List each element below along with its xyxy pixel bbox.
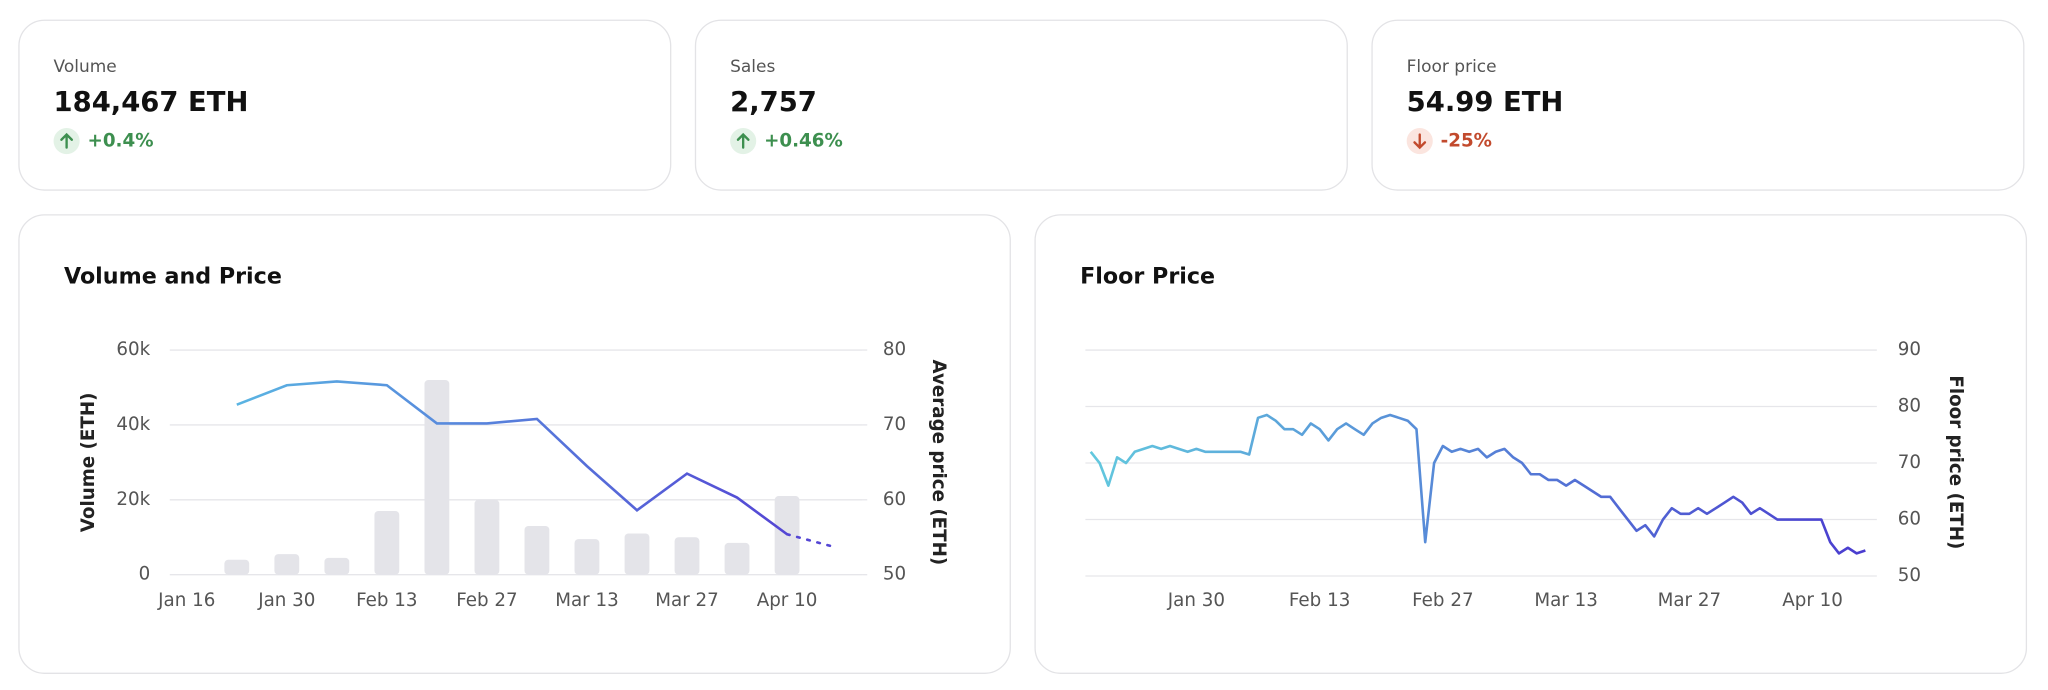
floor-price-line <box>1089 413 1866 555</box>
y-axis-title: Volume (ETH) <box>78 393 99 533</box>
x-tick-label: Jan 30 <box>257 590 315 611</box>
chart-title: Volume and Price <box>64 263 282 289</box>
bar <box>224 559 250 575</box>
arrow-icon <box>60 132 74 149</box>
arrow <box>60 132 74 149</box>
stat-change: +0.46% <box>730 127 843 155</box>
price-line-projection <box>785 532 839 550</box>
stat-card: Floor price 54.99 ETH -25% <box>1371 19 2025 191</box>
x-tick-label: Mar 13 <box>1534 590 1598 611</box>
arrow-icon <box>736 132 750 149</box>
stat-change: -25% <box>1406 127 1492 155</box>
stat-value: 54.99 ETH <box>1406 86 1564 118</box>
change-value: -25% <box>1440 130 1492 152</box>
y2-tick-label: 70 <box>883 414 906 435</box>
price-line <box>236 380 788 536</box>
change-icon <box>1406 127 1433 155</box>
y2-axis-title: Floor price (ETH) <box>1945 375 1966 549</box>
arrow-icon <box>1413 133 1427 150</box>
y2-tick-label: 50 <box>883 564 906 585</box>
bar <box>574 539 600 575</box>
y-tick-label: 20k <box>116 489 150 510</box>
x-tick-label: Apr 10 <box>1782 590 1843 611</box>
chart-title: Floor Price <box>1080 263 1215 289</box>
y2-tick-label: 50 <box>1898 565 1921 586</box>
y-tick-label: 40k <box>116 414 150 435</box>
y2-tick-label: 80 <box>883 339 906 360</box>
stat-value: 2,757 <box>730 86 817 118</box>
stat-change: +0.4% <box>53 127 154 155</box>
chart-panel <box>1034 214 2028 674</box>
chart-panel <box>18 214 1011 674</box>
bar <box>624 533 650 575</box>
bar <box>324 557 350 575</box>
bar <box>374 511 400 575</box>
bar <box>724 542 750 575</box>
bar <box>474 499 500 575</box>
stat-card: Sales 2,757 +0.46% <box>694 19 1348 191</box>
y2-tick-label: 60 <box>1898 509 1921 530</box>
x-tick-label: Mar 27 <box>1658 590 1722 611</box>
change-icon <box>53 127 80 155</box>
change-icon <box>730 127 757 155</box>
bar <box>524 526 550 575</box>
stat-card: Volume 184,467 ETH +0.4% <box>18 19 672 191</box>
bar <box>424 379 450 575</box>
bar <box>674 537 700 575</box>
arrow <box>1413 133 1427 150</box>
y2-tick-label: 90 <box>1898 339 1921 360</box>
stat-value: 184,467 ETH <box>53 86 249 118</box>
y2-tick-label: 60 <box>883 489 906 510</box>
change-value: +0.4% <box>87 130 154 152</box>
x-tick-label: Mar 13 <box>555 590 619 611</box>
y-tick-label: 0 <box>139 564 151 585</box>
x-tick-label: Apr 10 <box>757 590 818 611</box>
y2-tick-label: 70 <box>1898 452 1921 473</box>
y2-axis-title: Average price (ETH) <box>928 359 949 565</box>
x-tick-label: Jan 16 <box>157 590 215 611</box>
x-tick-label: Feb 27 <box>1412 590 1473 611</box>
y2-tick-label: 80 <box>1898 396 1921 417</box>
bar <box>274 554 300 575</box>
x-tick-label: Jan 30 <box>1167 590 1225 611</box>
change-value: +0.46% <box>764 130 843 152</box>
stat-label: Volume <box>53 57 117 78</box>
x-tick-label: Feb 13 <box>1289 590 1350 611</box>
x-tick-label: Mar 27 <box>655 590 719 611</box>
stat-label: Floor price <box>1406 57 1497 78</box>
x-tick-label: Feb 27 <box>456 590 517 611</box>
y-tick-label: 60k <box>116 339 150 360</box>
arrow <box>736 132 750 149</box>
x-tick-label: Feb 13 <box>356 590 417 611</box>
stat-label: Sales <box>730 57 776 78</box>
